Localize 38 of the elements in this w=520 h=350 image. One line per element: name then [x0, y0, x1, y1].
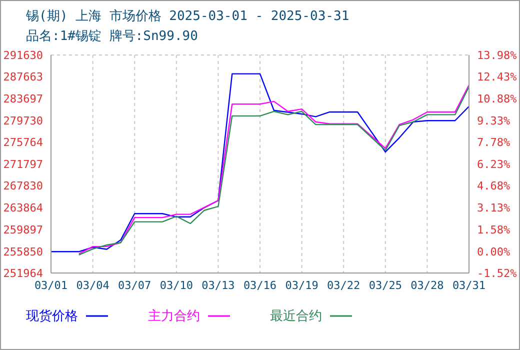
x-tick-label: 03/01	[34, 278, 68, 292]
legend-label: 主力合约	[148, 308, 200, 325]
y2-tick-label: 7.78%	[477, 136, 510, 150]
y-tick-label: 271797	[3, 158, 43, 171]
y-tick-label: 287663	[3, 70, 43, 84]
y-tick-label: 279730	[3, 114, 43, 128]
legend-label: 最近合约	[270, 308, 322, 325]
x-tick-label: 03/25	[368, 278, 402, 292]
x-tick-label: 03/07	[118, 278, 152, 292]
y2-tick-label: 3.13%	[477, 202, 510, 215]
x-tick-label: 03/16	[243, 278, 277, 292]
y2-tick-label: 10.88%	[477, 92, 518, 106]
x-tick-label: 03/28	[410, 278, 444, 292]
y2-tick-label: -1.52%	[477, 266, 518, 280]
legend-label: 现货价格	[26, 308, 78, 325]
y-tick-label: 259897	[3, 223, 43, 236]
y2-tick-label: 6.23%	[477, 158, 510, 171]
y2-tick-label: 0.00%	[477, 246, 510, 259]
y2-tick-label: 4.68%	[477, 180, 510, 193]
y2-tick-label: 1.58%	[477, 223, 510, 236]
x-tick-label: 03/19	[285, 278, 318, 292]
y2-tick-label: 9.33%	[477, 114, 510, 128]
x-tick-label: 03/10	[160, 278, 193, 292]
y-tick-label: 283697	[3, 92, 43, 106]
y-tick-label: 251964	[3, 266, 44, 280]
x-tick-label: 03/13	[202, 278, 235, 292]
x-tick-label: 03/31	[452, 278, 486, 292]
y2-tick-label: 12.43%	[477, 70, 518, 84]
x-tick-label: 03/22	[327, 278, 360, 292]
chart-title: 锡(期) 上海 市场价格 2025-03-01 - 2025-03-31	[26, 8, 350, 26]
y-tick-label: 263864	[3, 202, 44, 215]
y-tick-label: 275764	[3, 136, 44, 150]
x-tick-label: 03/04	[76, 278, 110, 292]
y-tick-label: 291630	[3, 48, 43, 62]
chart-subtitle: 品名:1#锡锭 牌号:Sn99.90	[26, 28, 199, 46]
y-tick-label: 267830	[3, 180, 43, 193]
y-tick-label: 255850	[3, 246, 43, 259]
y2-tick-label: 13.98%	[477, 48, 518, 62]
